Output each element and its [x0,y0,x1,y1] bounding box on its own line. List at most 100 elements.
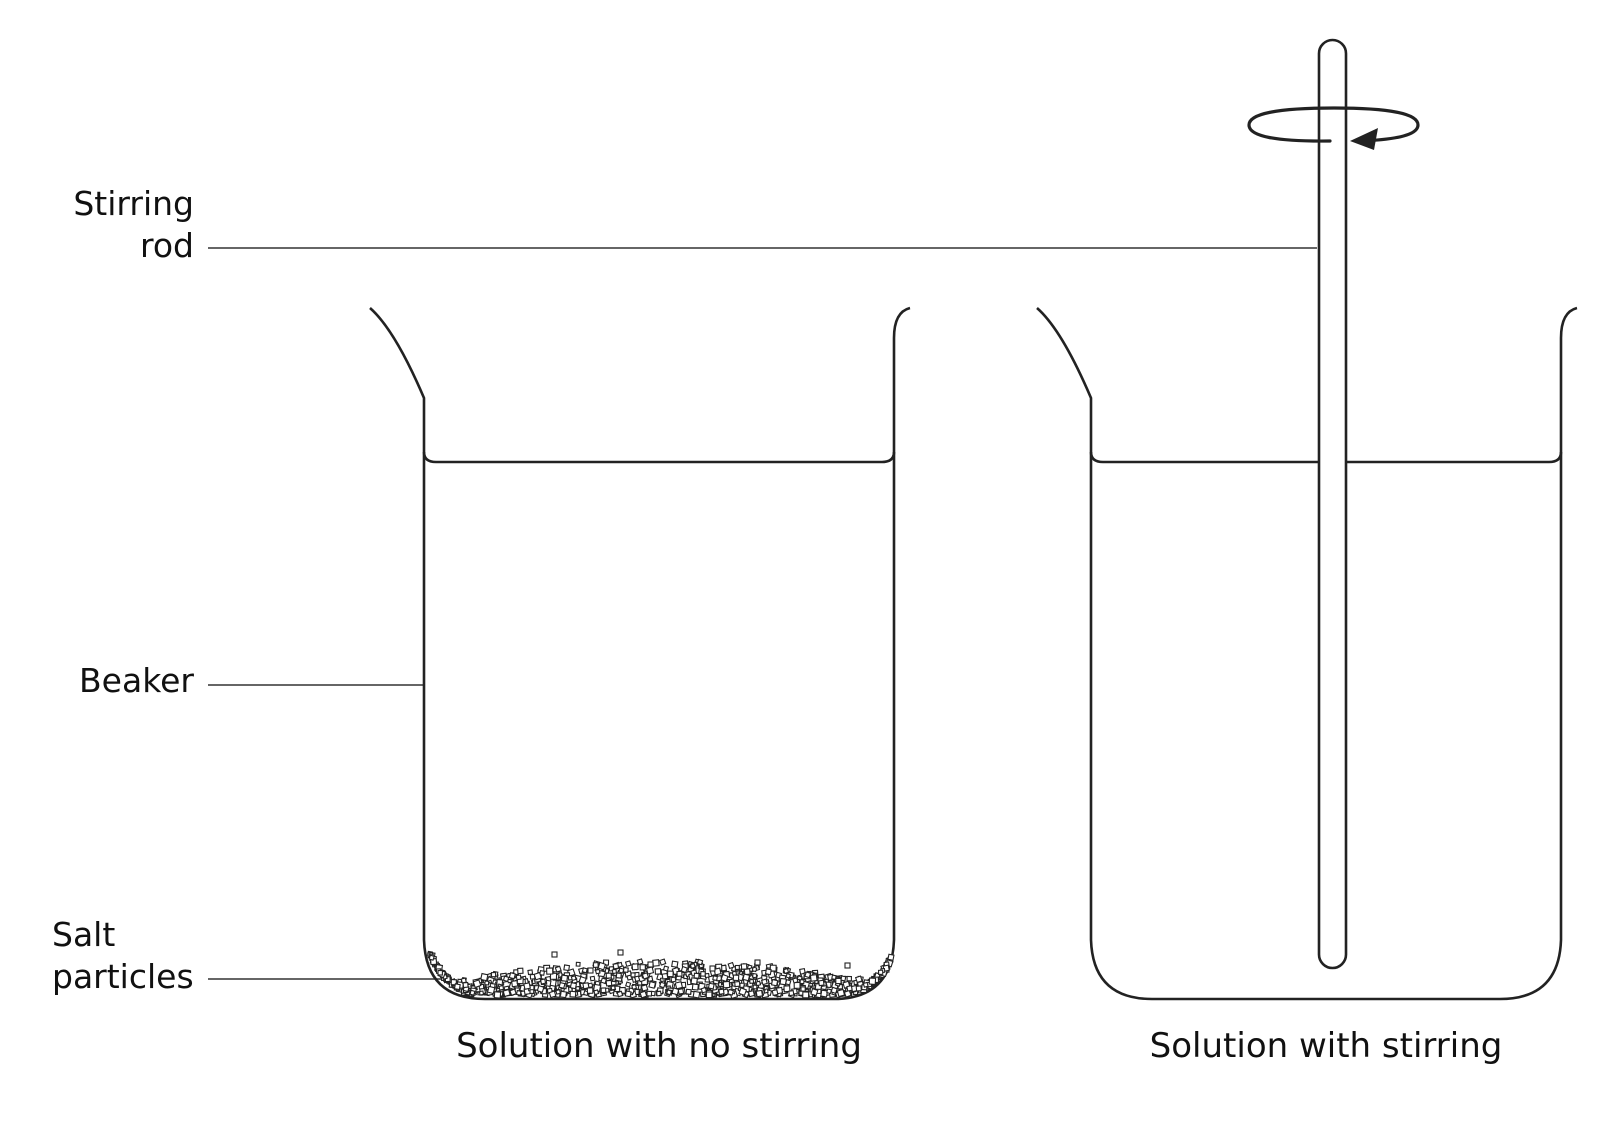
salt-particle [594,968,601,975]
salt-particle [529,989,535,995]
salt-particle [855,985,862,992]
salt-particles-label-line1: Salt [52,915,116,954]
salt-particle [630,972,636,978]
salt-particles-label: Salt particles [52,914,194,998]
salt-particle [887,953,895,961]
salt-particle [844,962,851,969]
salt-particle [752,984,758,990]
salt-particle [549,972,558,980]
salt-particle [690,977,699,985]
salt-particle [517,967,524,975]
salt-particle [755,980,762,987]
salt-particle [523,982,531,990]
salt-particle [739,982,745,989]
salt-particle [645,966,655,975]
salt-particle [546,967,554,975]
salt-particle [592,961,599,969]
salt-particle [685,988,692,996]
salt-particle [792,977,799,984]
caption-with-stirring: Solution with stirring [1149,1026,1503,1066]
salt-particle [615,972,622,979]
salt-particle [484,980,490,986]
salt-particle [587,967,594,974]
salt-particle [788,990,795,997]
salt-particle [661,972,669,980]
salt-particle [548,990,557,999]
salt-particle [727,961,735,970]
salt-particle [593,989,600,996]
salt-particle [674,980,684,990]
salt-particle [655,990,662,997]
rotation-arrow-icon [1247,106,1420,150]
salt-particle [846,985,853,992]
salt-particle [868,977,877,985]
salt-particle [696,958,704,966]
salt-particle [453,983,461,991]
salt-particle [671,960,679,968]
salt-particle [493,991,502,999]
salt-particle [612,962,620,970]
salt-particle [611,968,618,975]
salt-particle [700,971,706,977]
salt-particle [783,985,791,993]
salt-particle [622,966,629,974]
salt-particle [640,984,649,992]
salt-particle [804,971,812,979]
salt-particle [843,989,852,998]
salt-particle [539,969,546,976]
salt-particle [610,985,616,991]
salt-particle [742,973,751,982]
salt-particle [732,974,740,982]
salt-particle [727,988,735,996]
salt-particle [515,974,522,981]
salt-particles [427,949,895,1000]
left-beaker [369,306,911,1001]
salt-particle [646,990,653,997]
salt-particle [502,988,511,998]
salt-particle [799,979,805,985]
salt-particle [581,967,588,974]
salt-particle [437,970,443,976]
salt-particle [536,985,545,993]
salt-particle [462,981,469,989]
salt-particle [751,972,758,979]
salt-particle [555,989,561,995]
salt-particle [662,965,670,972]
salt-particle [755,989,764,998]
salt-particle [624,990,632,998]
salt-particle [575,961,581,967]
salt-particle [747,989,756,998]
right-beaker [1036,306,1578,1001]
salt-particle [810,988,819,997]
salt-particle [558,981,566,989]
salt-particle [712,975,718,982]
salt-particle [490,972,497,978]
salt-particle [605,972,612,979]
salt-particle [617,949,624,956]
salt-particle [705,991,713,999]
stirring-rod-label-line2: rod [140,226,194,265]
salt-particle [560,974,569,982]
salt-particle [671,987,680,996]
salt-particle [631,963,639,971]
salt-particle [582,982,590,990]
salt-particle [720,973,729,983]
salt-particle [648,980,657,989]
salt-particle [539,978,547,985]
salt-particle [641,972,650,980]
stirring-rod-label: Stirring rod [40,183,194,267]
salt-particle [570,975,577,982]
salt-particle [563,964,571,972]
salt-particle [718,988,725,995]
salt-particle [800,986,806,992]
salt-particle [835,977,842,985]
salt-particle [624,960,632,967]
salt-particle [764,968,772,976]
salt-particle [586,987,594,994]
salt-particle [639,990,648,999]
salt-particle [785,972,792,979]
salt-particle [713,967,722,976]
salt-particle [551,951,558,958]
salt-particle [647,961,654,968]
